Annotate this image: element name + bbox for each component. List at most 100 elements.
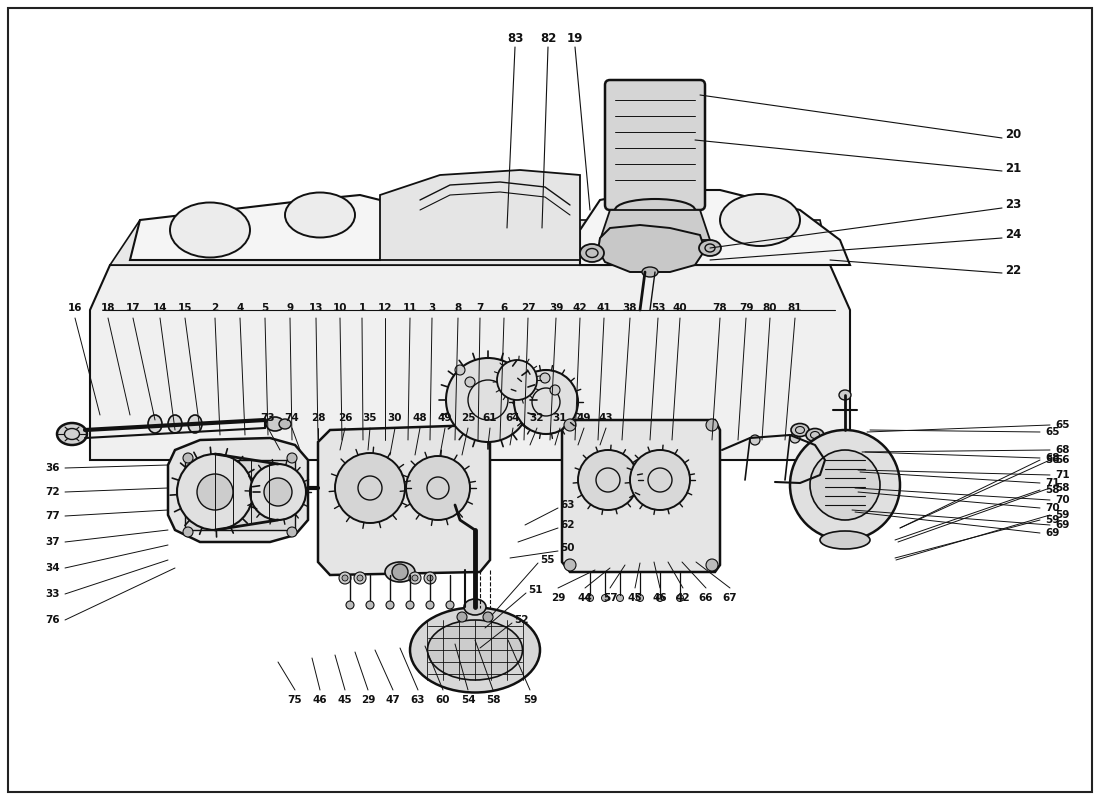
Text: 30: 30 [387, 413, 403, 423]
Circle shape [358, 575, 363, 581]
Text: 81: 81 [788, 303, 802, 313]
Ellipse shape [386, 601, 394, 609]
Text: 37: 37 [45, 537, 60, 547]
Circle shape [497, 360, 537, 400]
Text: 56: 56 [1045, 455, 1059, 465]
Text: 65: 65 [1055, 420, 1069, 430]
Text: 57: 57 [603, 593, 617, 603]
Text: 25: 25 [461, 413, 475, 423]
Text: 70: 70 [1045, 503, 1059, 513]
Polygon shape [598, 225, 705, 272]
Text: 66: 66 [698, 593, 713, 603]
Text: 29: 29 [361, 695, 375, 705]
Text: 70: 70 [1055, 495, 1069, 505]
Text: 42: 42 [573, 303, 587, 313]
Ellipse shape [720, 194, 800, 246]
Circle shape [342, 575, 348, 581]
Ellipse shape [170, 202, 250, 258]
Ellipse shape [657, 594, 663, 602]
Text: 29: 29 [551, 593, 565, 603]
Text: 50: 50 [560, 543, 574, 553]
Text: 31: 31 [552, 413, 568, 423]
Ellipse shape [580, 244, 604, 262]
Text: 61: 61 [483, 413, 497, 423]
Text: 82: 82 [540, 31, 557, 45]
FancyBboxPatch shape [605, 80, 705, 210]
Text: 24: 24 [1005, 229, 1022, 242]
Text: 20: 20 [1005, 129, 1021, 142]
Ellipse shape [615, 191, 685, 239]
Text: 71: 71 [1045, 478, 1059, 488]
Ellipse shape [676, 594, 683, 602]
Circle shape [287, 453, 297, 463]
Text: 68: 68 [1055, 445, 1069, 455]
Text: 21: 21 [1005, 162, 1021, 174]
Ellipse shape [266, 417, 284, 431]
Text: 64: 64 [506, 413, 520, 423]
Text: 9: 9 [286, 303, 294, 313]
Text: 19: 19 [566, 31, 583, 45]
Text: 59: 59 [1045, 515, 1059, 525]
Text: 49: 49 [438, 413, 452, 423]
Ellipse shape [615, 199, 695, 221]
Circle shape [706, 419, 718, 431]
Circle shape [412, 575, 418, 581]
Text: 16: 16 [68, 303, 82, 313]
Circle shape [336, 453, 405, 523]
Circle shape [250, 464, 306, 520]
Circle shape [810, 450, 880, 520]
Text: 71: 71 [1055, 470, 1069, 480]
Circle shape [564, 419, 576, 431]
Text: 60: 60 [436, 695, 450, 705]
Text: 22: 22 [1005, 263, 1021, 277]
Text: 35: 35 [363, 413, 377, 423]
Text: 26: 26 [338, 413, 352, 423]
Circle shape [564, 559, 576, 571]
Text: 52: 52 [514, 615, 528, 625]
Text: 2: 2 [211, 303, 219, 313]
Circle shape [354, 572, 366, 584]
Text: 72: 72 [45, 487, 60, 497]
Text: 59: 59 [522, 695, 537, 705]
Ellipse shape [279, 419, 292, 429]
Text: 69: 69 [1055, 520, 1069, 530]
Text: 40: 40 [673, 303, 688, 313]
Circle shape [177, 454, 253, 530]
Circle shape [287, 527, 297, 537]
Circle shape [540, 373, 550, 383]
Polygon shape [580, 190, 850, 265]
Circle shape [339, 572, 351, 584]
Text: 51: 51 [528, 585, 542, 595]
Polygon shape [318, 425, 490, 575]
Text: 44: 44 [578, 593, 593, 603]
Circle shape [446, 358, 530, 442]
Circle shape [409, 572, 421, 584]
Ellipse shape [616, 594, 624, 602]
Text: 15: 15 [178, 303, 192, 313]
Text: 18: 18 [101, 303, 116, 313]
Text: 3: 3 [428, 303, 436, 313]
Text: 41: 41 [596, 303, 612, 313]
Polygon shape [562, 420, 720, 572]
Circle shape [578, 450, 638, 510]
Text: 28: 28 [310, 413, 326, 423]
Text: 32: 32 [530, 413, 544, 423]
Ellipse shape [806, 429, 824, 442]
Text: 39: 39 [549, 303, 563, 313]
Circle shape [465, 377, 475, 387]
Text: 14: 14 [153, 303, 167, 313]
Ellipse shape [642, 267, 658, 277]
Text: 53: 53 [651, 303, 666, 313]
Text: 78: 78 [713, 303, 727, 313]
Polygon shape [130, 195, 390, 260]
Text: 27: 27 [520, 303, 536, 313]
Circle shape [183, 453, 192, 463]
Text: 36: 36 [45, 463, 60, 473]
Text: 58: 58 [486, 695, 500, 705]
Text: 75: 75 [288, 695, 302, 705]
Text: 23: 23 [1005, 198, 1021, 211]
Text: 12: 12 [377, 303, 393, 313]
Ellipse shape [385, 562, 415, 582]
Text: 83: 83 [507, 31, 524, 45]
Text: 54: 54 [461, 695, 475, 705]
